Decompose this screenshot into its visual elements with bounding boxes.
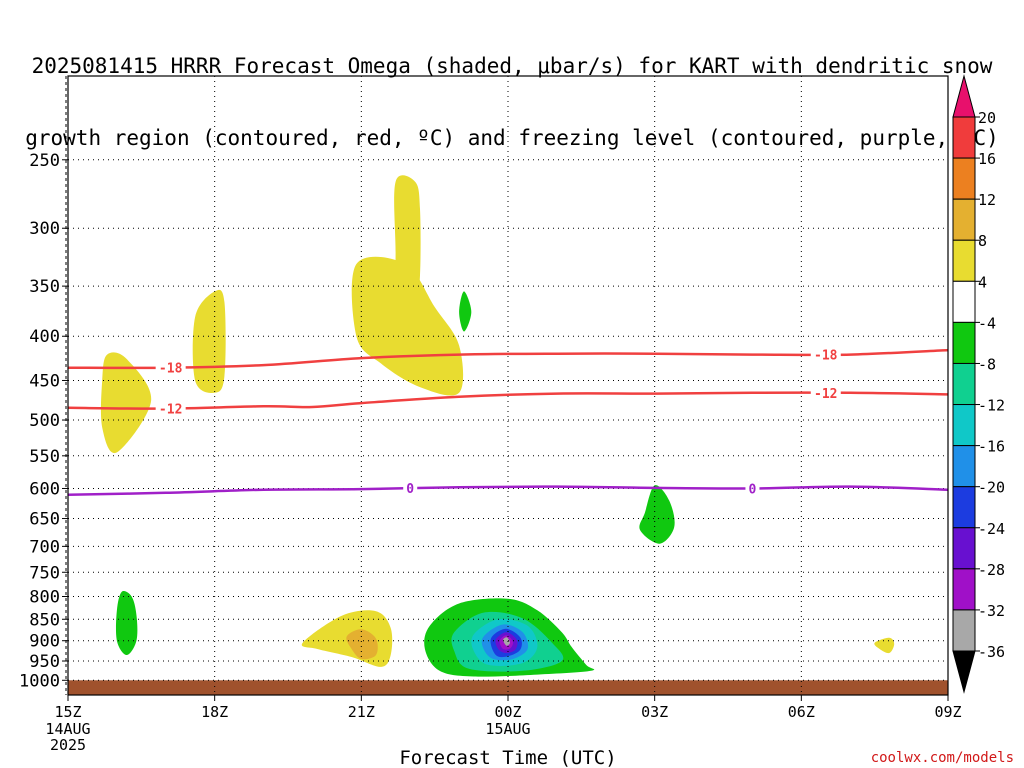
contour-line-1 <box>67 391 949 410</box>
colorbar-top-triangle <box>952 74 976 118</box>
contour-layer: -18 -18 -12 -12 0 0 <box>67 347 949 497</box>
ground-band <box>68 680 948 695</box>
y-tick-label-2: 350 <box>29 277 60 297</box>
y-tick-label-0: 250 <box>29 151 60 171</box>
colorbar-label-9: -20 <box>978 479 1005 497</box>
colorbar-swatch-9 <box>952 486 976 529</box>
x-tick-label-1: 18Z <box>201 703 228 721</box>
colorbar-label-11: -28 <box>978 561 1005 579</box>
y-tick-label-11: 800 <box>29 587 60 607</box>
omega-region-5 <box>346 629 378 660</box>
colorbar-swatch-1 <box>952 157 976 200</box>
omega-shading-layer <box>68 175 948 695</box>
omega-region-17 <box>503 637 510 646</box>
colorbar-swatch-11 <box>952 568 976 611</box>
contour-line-2 <box>67 485 949 496</box>
contour-label-bg-1-1 <box>810 385 841 400</box>
colorbar-label-13: -36 <box>978 643 1005 661</box>
omega-region-3 <box>394 175 421 332</box>
colorbar-swatch-8 <box>952 445 976 488</box>
colorbar-label-7: -12 <box>978 397 1005 415</box>
contour-label-bg-2-0 <box>403 481 418 496</box>
chart-title-line-2: growth region (contoured, red, ºC) and f… <box>25 126 999 150</box>
colorbar-label-8: -16 <box>978 438 1005 456</box>
omega-region-6 <box>874 637 895 654</box>
y-tick-label-5: 500 <box>29 411 60 431</box>
contour-label-bg-1-0 <box>155 401 186 416</box>
omega-region-1 <box>192 289 226 394</box>
contour-label-bg-2-1 <box>745 481 760 496</box>
colorbar-label-10: -24 <box>978 520 1005 538</box>
colorbar-swatch-5 <box>952 321 976 364</box>
x-tick-label-5: 06Z <box>788 703 815 721</box>
chart-title: 2025081415 HRRR Forecast Omega (shaded, … <box>0 6 1024 174</box>
y-tick-label-13: 900 <box>29 632 60 652</box>
omega-region-0 <box>100 352 152 454</box>
y-tick-label-9: 700 <box>29 537 60 557</box>
colorbar-swatch-4 <box>952 280 976 323</box>
x-tick-sublabel-0-0: 14AUG <box>45 720 90 738</box>
y-tick-label-7: 600 <box>29 479 60 499</box>
y-tick-label-15: 1000 <box>19 671 60 691</box>
omega-region-9 <box>639 485 675 544</box>
colorbar-swatch-12 <box>952 609 976 652</box>
colorbar-swatch-10 <box>952 527 976 570</box>
contour-label-0-0: -18 <box>159 362 183 377</box>
colorbar-swatch-7 <box>952 404 976 447</box>
contour-label-2-0: 0 <box>406 482 414 497</box>
y-tick-label-8: 650 <box>29 510 60 530</box>
x-axis-title: Forecast Time (UTC) <box>399 747 616 768</box>
y-tick-label-6: 550 <box>29 447 60 467</box>
colorbar-label-12: -32 <box>978 602 1005 620</box>
x-tick-label-6: 09Z <box>934 703 961 721</box>
x-tick-sublabel-0-1: 2025 <box>50 736 86 754</box>
colorbar-label-2: 12 <box>978 191 996 209</box>
y-tick-label-1: 300 <box>29 219 60 239</box>
contour-label-bg-0-0 <box>155 360 186 375</box>
contour-label-1-0: -12 <box>159 402 182 417</box>
omega-region-7 <box>115 591 138 655</box>
contour-line-0 <box>67 348 949 370</box>
colorbar-bottom-triangle <box>952 650 976 694</box>
contour-label-bg-0-1 <box>810 347 841 362</box>
y-tick-label-10: 750 <box>29 563 60 583</box>
colorbar-swatch-0 <box>952 116 976 159</box>
colorbar: 20 16 12 8 4 -4 -8 -12 -16 -20 -24 -28 -32 -36 <box>952 74 1005 694</box>
colorbar-label-1: 16 <box>978 150 996 168</box>
chart-title-line-1: 2025081415 HRRR Forecast Omega (shaded, … <box>31 54 993 78</box>
y-tick-label-3: 400 <box>29 327 60 347</box>
x-tick-sublabel-3-0: 15AUG <box>485 720 530 738</box>
x-tick-label-0: 15Z <box>54 703 81 721</box>
contour-label-1-1: -12 <box>814 387 837 402</box>
colorbar-label-0: 20 <box>978 109 996 127</box>
colorbar-swatch-2 <box>952 198 976 241</box>
contour-label-0-1: -18 <box>814 349 838 364</box>
colorbar-swatch-3 <box>952 239 976 282</box>
x-tick-label-2: 21Z <box>348 703 375 721</box>
omega-region-8 <box>459 291 472 332</box>
colorbar-label-3: 8 <box>978 232 987 250</box>
y-tick-label-14: 950 <box>29 652 60 672</box>
x-tick-label-4: 03Z <box>641 703 668 721</box>
y-tick-label-12: 850 <box>29 610 60 630</box>
colorbar-label-4: 4 <box>978 273 987 291</box>
axes-layer: 2503003504004505005506006507007508008509… <box>19 75 962 768</box>
contour-label-2-1: 0 <box>749 482 757 497</box>
credit-text[interactable]: coolwx.com/models <box>870 750 1014 766</box>
colorbar-label-6: -8 <box>978 355 996 373</box>
x-tick-label-3: 00Z <box>494 703 521 721</box>
y-tick-label-4: 450 <box>29 371 60 391</box>
colorbar-label-5: -4 <box>978 314 996 332</box>
colorbar-swatch-6 <box>952 362 976 406</box>
